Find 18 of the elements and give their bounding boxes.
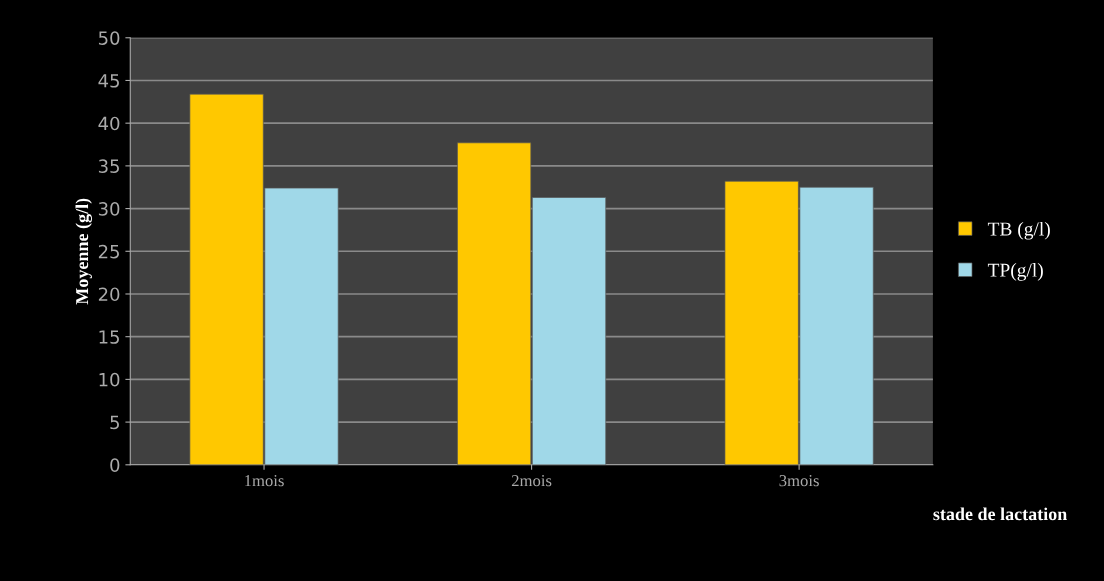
y-tick-label: 50	[98, 31, 120, 45]
legend-label: TP(g/l)	[987, 263, 1043, 281]
x-tick-label: 2mois	[511, 475, 552, 487]
y-tick-label: 30	[98, 202, 120, 216]
x-tick-label: 1mois	[245, 475, 284, 487]
y-axis-title: Moyenne (g/l)	[75, 198, 93, 305]
y-tick-label: 35	[98, 159, 119, 173]
y-tick-label: 10	[99, 372, 120, 387]
y-tick-label: 25	[98, 244, 119, 259]
y-tick-label: 0	[110, 458, 120, 472]
x-tick-label: 3mois	[779, 475, 819, 487]
y-tick-label: 5	[110, 415, 119, 430]
y-tick-label: 15	[99, 330, 119, 344]
x-axis-title: stade de lactation	[933, 507, 1068, 521]
y-tick-label: 40	[98, 116, 120, 131]
y-tick-label: 20	[98, 287, 120, 302]
legend-label: TB (g/l)	[987, 221, 1050, 240]
y-tick-label: 45	[98, 74, 119, 88]
